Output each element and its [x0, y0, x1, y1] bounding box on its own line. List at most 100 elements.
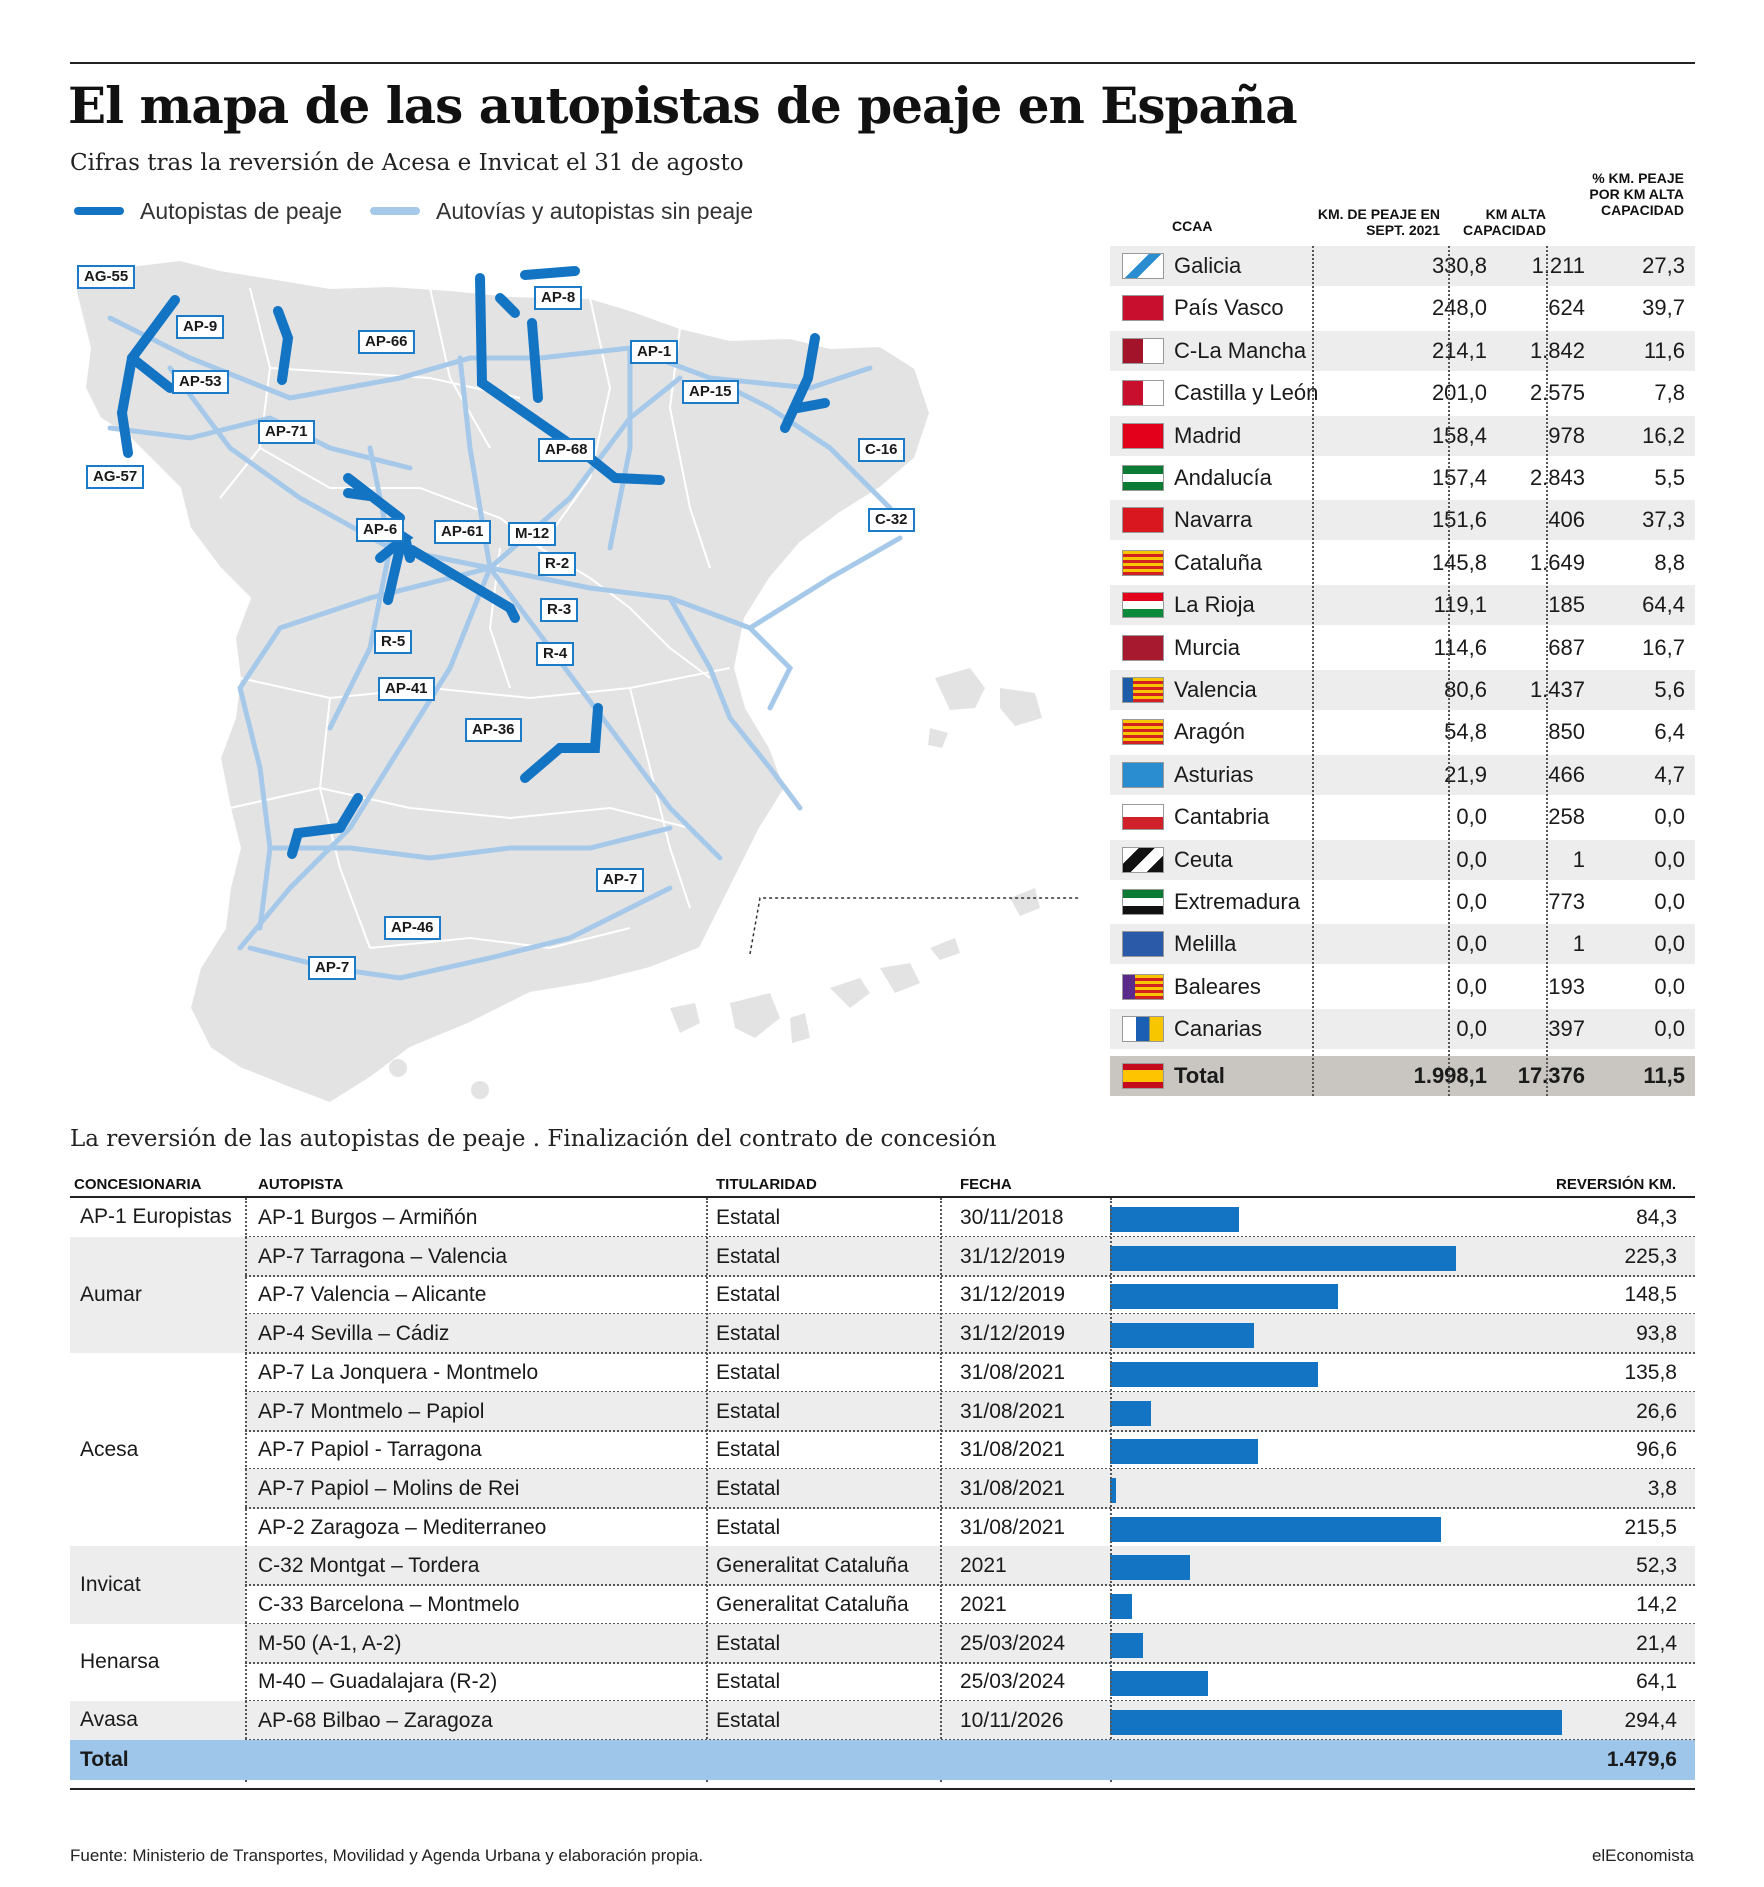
flag-icon	[1122, 889, 1164, 915]
reversion-bar	[1110, 1245, 1456, 1271]
titularidad: Estatal	[716, 1244, 781, 1268]
flag-icon	[1122, 634, 1164, 661]
titularidad: Estatal	[716, 1670, 781, 1694]
ccaa-row: Navarra 151,6 406 37,3	[1110, 500, 1695, 541]
reversion-km: 225,3	[1624, 1244, 1677, 1268]
titularidad: Estatal	[716, 1283, 781, 1307]
autopista-name: AP-7 Valencia – Alicante	[258, 1283, 487, 1307]
canary-inset-border	[749, 897, 1080, 955]
autopista-name: AP-2 Zaragoza – Mediterraneo	[258, 1515, 547, 1539]
map-label-ap66: AP-66	[358, 330, 415, 354]
flag-icon	[1122, 592, 1164, 619]
reversion-bar	[1110, 1284, 1338, 1310]
legend-free-label: Autovías y autopistas sin peaje	[436, 197, 754, 224]
ccaa-row: Galicia 330,8 1.211 27,3	[1110, 246, 1695, 286]
ccaa-km-alta: 1.842	[1529, 337, 1585, 363]
ccaa-km-peaje: 119,1	[1433, 592, 1487, 618]
titularidad: Generalitat Cataluña	[716, 1593, 909, 1616]
reversion-bar	[1110, 1477, 1116, 1503]
table-row: AP-7 La Jonquera - Montmelo Estatal 31/08/…	[245, 1353, 1695, 1393]
fecha: 2021	[960, 1593, 1007, 1616]
ccaa-total-row: Total 1.998,1 17.376 11,5	[1110, 1056, 1695, 1096]
ccaa-name: Cantabria	[1174, 804, 1270, 830]
titularidad: Estatal	[716, 1476, 781, 1500]
ccaa-km-peaje: 0,0	[1456, 846, 1487, 872]
ccaa-km-alta: 1	[1572, 846, 1585, 872]
group-cell: Avasa	[70, 1701, 245, 1740]
map-label-r2: R-2	[538, 552, 577, 576]
ccaa-pct: 5,5	[1654, 465, 1685, 490]
ccaa-km-alta: 2.843	[1529, 465, 1585, 490]
table-row: M-50 (A-1, A-2) Estatal 25/03/2024 21,4	[245, 1623, 1695, 1664]
flag-icon	[1122, 804, 1164, 831]
col-header-autopista: AUTOPISTA	[258, 1176, 344, 1193]
fecha: 31/12/2019	[960, 1283, 1066, 1307]
ccaa-km-peaje: 0,0	[1456, 973, 1487, 999]
concessions-header-rule	[70, 1196, 1695, 1198]
ccaa-row: Madrid 158,4 978 16,2	[1110, 415, 1695, 456]
ccaa-pct: 7,8	[1654, 380, 1685, 406]
table-row: AP-4 Sevilla – Cádiz Estatal 31/12/2019 93,…	[245, 1314, 1695, 1355]
table-row: C-32 Montgat – Tordera Generalitat Catalu…	[245, 1546, 1695, 1587]
map-label-r5: R-5	[374, 630, 413, 654]
titularidad: Estatal	[716, 1360, 781, 1384]
col-header-reversion: REVERSIÓN KM.	[1555, 1176, 1676, 1193]
concessions-title: La reversión de las autopistas de peaje …	[70, 1126, 997, 1152]
source-note: Fuente: Ministerio de Transportes, Movil…	[70, 1846, 704, 1865]
flag-icon	[1122, 846, 1164, 873]
group-cell: Invicat	[70, 1546, 245, 1624]
ccaa-name: Galicia	[1174, 253, 1242, 278]
flag-icon	[1122, 337, 1164, 364]
ccaa-pct: 27,3	[1642, 253, 1685, 278]
ccaa-km-peaje: 151,6	[1431, 507, 1487, 533]
ccaa-col-sep-3	[1546, 246, 1548, 1096]
ap8-ap68-route	[475, 266, 620, 483]
map-label-ap36: AP-36	[465, 718, 522, 742]
table-row: AP-7 Montmelo – Papiol Estatal 31/08/2021 2…	[245, 1391, 1695, 1432]
ccaa-pct: 16,7	[1642, 634, 1685, 660]
reversion-bar	[1110, 1400, 1151, 1426]
map-label-ap53: AP-53	[172, 370, 229, 394]
ccaa-col-sep-1	[1312, 246, 1314, 1096]
flag-icon	[1122, 507, 1164, 534]
map-label-ap8: AP-8	[534, 286, 583, 310]
table-row: AP-7 Tarragona – Valencia Estatal 31/12/20…	[245, 1236, 1695, 1277]
ccaa-row: Melilla 0,0 1 0,0	[1110, 924, 1695, 965]
ccaa-row: Castilla y León 201,0 2.575 7,8	[1110, 373, 1695, 413]
c32-route	[793, 398, 830, 413]
concession-col-sep	[1110, 1198, 1112, 1782]
ccaa-name: Cataluña	[1174, 549, 1263, 575]
autopista-name: M-50 (A-1, A-2)	[258, 1631, 402, 1655]
map-label-ap41: AP-41	[378, 677, 435, 701]
group-name: AP-1 Europistas	[80, 1205, 232, 1229]
flag-icon	[1122, 761, 1164, 788]
ccaa-km-peaje: 0,0	[1456, 804, 1487, 830]
ccaa-row: La Rioja 119,1 185 64,4	[1110, 585, 1695, 626]
ccaa-total-km-alta: 17.376	[1517, 1063, 1585, 1088]
ccaa-row: C-La Mancha 214,1 1.842 11,6	[1110, 330, 1695, 371]
flag-icon	[1122, 549, 1164, 576]
concessions-bottom-rule	[70, 1788, 1695, 1790]
ccaa-row: Ceuta 0,0 1 0,0	[1110, 839, 1695, 880]
autopista-name: AP-7 Papiol – Molins de Rei	[258, 1476, 520, 1500]
fecha: 30/11/2018	[960, 1206, 1064, 1229]
brand-logo: elEconomista	[1591, 1846, 1694, 1865]
ccaa-km-alta: 687	[1548, 634, 1585, 660]
ccaa-pct: 0,0	[1654, 973, 1685, 999]
ccaa-row: Cantabria 0,0 258 0,0	[1110, 797, 1695, 837]
group-cell: Acesa	[70, 1353, 245, 1547]
flag-icon	[1122, 973, 1164, 1000]
ap53-route	[127, 353, 175, 393]
map-label-ap61: AP-61	[434, 520, 491, 544]
map-label-ag55: AG-55	[77, 265, 136, 289]
map-label-r3: R-3	[540, 598, 579, 622]
titularidad: Estatal	[716, 1399, 781, 1423]
concession-col-sep	[245, 1198, 247, 1782]
reversion-bar	[1110, 1710, 1562, 1736]
reversion-km: 52,3	[1636, 1554, 1677, 1578]
top-rule	[70, 62, 1695, 64]
ccaa-pct: 37,3	[1642, 507, 1685, 533]
region-borders	[219, 287, 731, 950]
concessions-total-label: Total	[80, 1748, 129, 1771]
reversion-bar	[1110, 1323, 1254, 1349]
